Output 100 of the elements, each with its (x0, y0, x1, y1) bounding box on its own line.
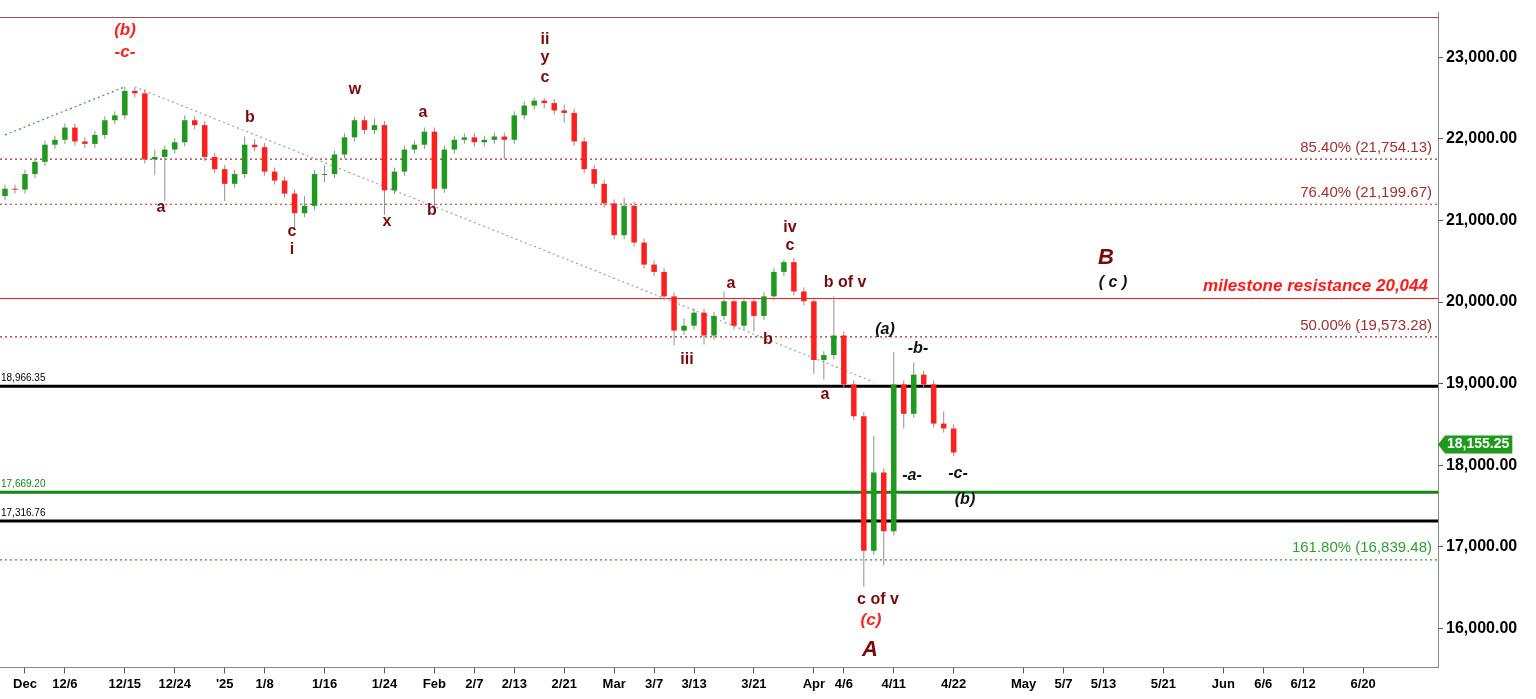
annotation: (a) (875, 320, 895, 338)
annotation: b of v (823, 273, 867, 291)
x-tick-label: 3/13 (681, 675, 707, 691)
candlestick (32, 157, 38, 179)
annotation: b (763, 330, 774, 348)
x-tick-label: 2/21 (551, 675, 577, 691)
candlestick (401, 145, 408, 177)
x-tick-label: 6/20 (1350, 675, 1376, 691)
candlestick (821, 350, 827, 381)
candlestick (341, 132, 348, 160)
y-tick-label: 18,000.00 (1446, 455, 1518, 473)
annotation: ii (540, 30, 550, 48)
annotation: i (289, 240, 295, 258)
x-tick-label: 4/6 (834, 675, 853, 691)
x-tick-label: Mar (602, 675, 626, 691)
candlestick (721, 290, 727, 321)
candlestick (281, 176, 288, 199)
candlestick (651, 259, 657, 277)
candlestick (321, 164, 328, 183)
x-tick-label: '25 (215, 675, 234, 691)
ref-line-label: 18,966.35 (1, 372, 46, 384)
x-tick-label: Dec (13, 675, 37, 691)
x-tick-label: 3/7 (645, 675, 664, 691)
x-tick-label: Feb (422, 675, 446, 691)
annotation: y (540, 48, 550, 66)
annotation: c (785, 236, 795, 254)
candlestick (82, 136, 88, 149)
annotation: c (540, 68, 550, 86)
annotation: b (427, 201, 438, 219)
x-tick-label: 6/12 (1290, 675, 1316, 691)
annotation: a (726, 274, 736, 292)
x-tick-label: 5/13 (1090, 675, 1117, 691)
candlestick (211, 152, 218, 174)
ref-line-label: 17,669.20 (1, 477, 46, 489)
x-tick-label: 1/16 (311, 675, 338, 691)
annotation: a (820, 385, 830, 403)
x-tick-label: 12/24 (158, 675, 192, 691)
candlestick (22, 169, 28, 195)
ref-line-label: 17,316.76 (1, 506, 46, 518)
y-tick-label: 20,000.00 (1446, 292, 1518, 310)
ref-line-label: 85.40% (21,754.13) (1300, 137, 1432, 155)
candlestick (42, 140, 48, 167)
candlestick (72, 123, 78, 147)
y-tick-label: 17,000.00 (1446, 537, 1518, 555)
annotation: (b) (954, 490, 976, 508)
annotation: A (861, 636, 878, 662)
candlestick (331, 149, 338, 179)
y-tick-label: 16,000.00 (1446, 618, 1518, 636)
x-tick-label: 6/6 (1254, 675, 1273, 691)
candlestick (62, 123, 68, 145)
x-tick-label: Apr (802, 675, 826, 691)
x-tick-label: 5/21 (1150, 675, 1177, 691)
annotation: (c) (860, 609, 882, 629)
x-tick-label: 2/13 (501, 675, 527, 691)
x-tick-label: 1/24 (371, 675, 398, 691)
candlestick (421, 127, 428, 150)
x-tick-label: 4/22 (941, 675, 967, 691)
y-tick-label: 21,000.00 (1446, 210, 1518, 228)
x-tick-label: 1/8 (255, 675, 274, 691)
candlestick (831, 295, 837, 360)
candlestick (162, 145, 168, 202)
candlestick (641, 237, 647, 270)
candlestick (681, 317, 687, 336)
x-tick-label: 4/11 (881, 675, 907, 691)
candlestick (12, 184, 18, 195)
y-tick-label: 19,000.00 (1446, 374, 1518, 392)
x-tick-label: 5/7 (1054, 675, 1073, 691)
ref-line-label: 50.00% (19,573.28) (1300, 315, 1432, 333)
candlestick (761, 291, 767, 321)
annotation: -c- (114, 41, 136, 61)
annotation: c (287, 222, 297, 240)
y-tick-label: 23,000.00 (1446, 47, 1518, 65)
candlestick (701, 308, 707, 345)
ref-line-label: milestone resistance 20,044 (1203, 275, 1429, 295)
ref-line-label: 76.40% (21,199.67) (1300, 182, 1432, 200)
annotation: x (382, 212, 392, 230)
x-tick-label: 12/6 (52, 675, 78, 691)
candlestick (182, 114, 188, 147)
annotation: -a- (902, 466, 922, 484)
x-tick-label: Jun (1211, 675, 1235, 691)
candlestick (152, 149, 158, 176)
x-tick-label: May (1010, 675, 1037, 691)
candlestick (351, 116, 358, 142)
x-tick-label: 12/15 (108, 675, 142, 691)
candlestick (691, 308, 697, 331)
annotation: a (418, 103, 428, 121)
y-tick-label: 22,000.00 (1446, 129, 1518, 147)
x-tick-label: 3/21 (741, 675, 767, 691)
candlestick (102, 115, 108, 140)
text: 18,155.25 (1447, 435, 1510, 452)
annotation: -b- (907, 339, 929, 357)
candlestick (2, 184, 8, 201)
ref-line-label: 161.80% (16,839.48) (1291, 538, 1432, 556)
annotation: -c- (948, 464, 968, 482)
annotation: (b) (114, 19, 137, 39)
annotation: iv (783, 218, 797, 236)
annotation: a (156, 198, 166, 216)
candlestick (591, 164, 597, 189)
annotation: c of v (857, 590, 899, 608)
candlestick (92, 130, 98, 149)
